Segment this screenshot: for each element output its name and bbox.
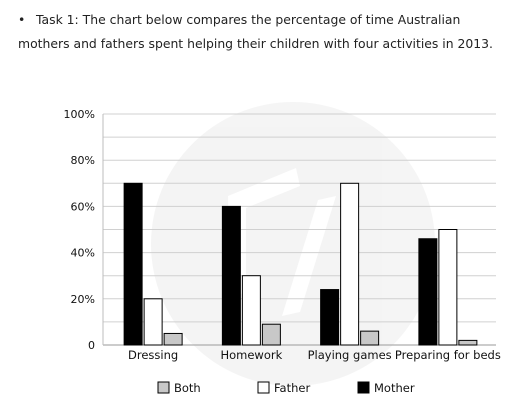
x-tick-label: Dressing (128, 348, 178, 362)
bar-both (360, 330, 380, 346)
bar-father (340, 182, 360, 346)
task-prompt: • Task 1: The chart below compares the p… (18, 8, 504, 56)
legend-label-father: Father (274, 381, 310, 395)
y-tick-label: 40% (71, 247, 95, 260)
y-tick-label: 20% (71, 293, 95, 306)
legend: Both Father Mother (157, 381, 415, 395)
bar-father (438, 229, 458, 346)
x-tick-label: Preparing for beds (395, 348, 501, 362)
bar-mother (418, 238, 438, 346)
bar-mother (320, 289, 340, 346)
bar-both (163, 332, 183, 346)
y-tick-label: 0 (88, 339, 95, 352)
legend-swatch-mother (357, 381, 370, 394)
bars (123, 182, 478, 346)
legend-label-both: Both (174, 381, 201, 395)
y-tick-label: 100% (64, 108, 95, 121)
bar-father (241, 275, 261, 346)
watermark-mark-right (282, 196, 336, 316)
watermark (151, 102, 435, 386)
y-axis-ticks: 0 20% 40% 60% 80% 100% (64, 108, 95, 352)
legend-swatch-both (157, 381, 170, 394)
x-tick-label: Playing games (308, 348, 392, 362)
x-axis-labels: Dressing Homework Playing games Preparing f… (128, 348, 501, 362)
bar-father (143, 298, 163, 346)
legend-label-mother: Mother (374, 381, 415, 395)
watermark-mark-left (228, 168, 300, 298)
bar-both (261, 323, 281, 346)
y-tick-label: 80% (71, 154, 95, 167)
watermark-circle (151, 102, 435, 386)
bullet: • (18, 12, 26, 27)
y-tick-label: 60% (71, 200, 95, 213)
bar-mother (123, 182, 143, 346)
legend-swatch-father (257, 381, 270, 394)
bar-both (458, 339, 478, 346)
bar-mother (221, 205, 241, 346)
x-tick-label: Homework (220, 348, 282, 362)
task-text: Task 1: The chart below compares the per… (18, 12, 494, 51)
